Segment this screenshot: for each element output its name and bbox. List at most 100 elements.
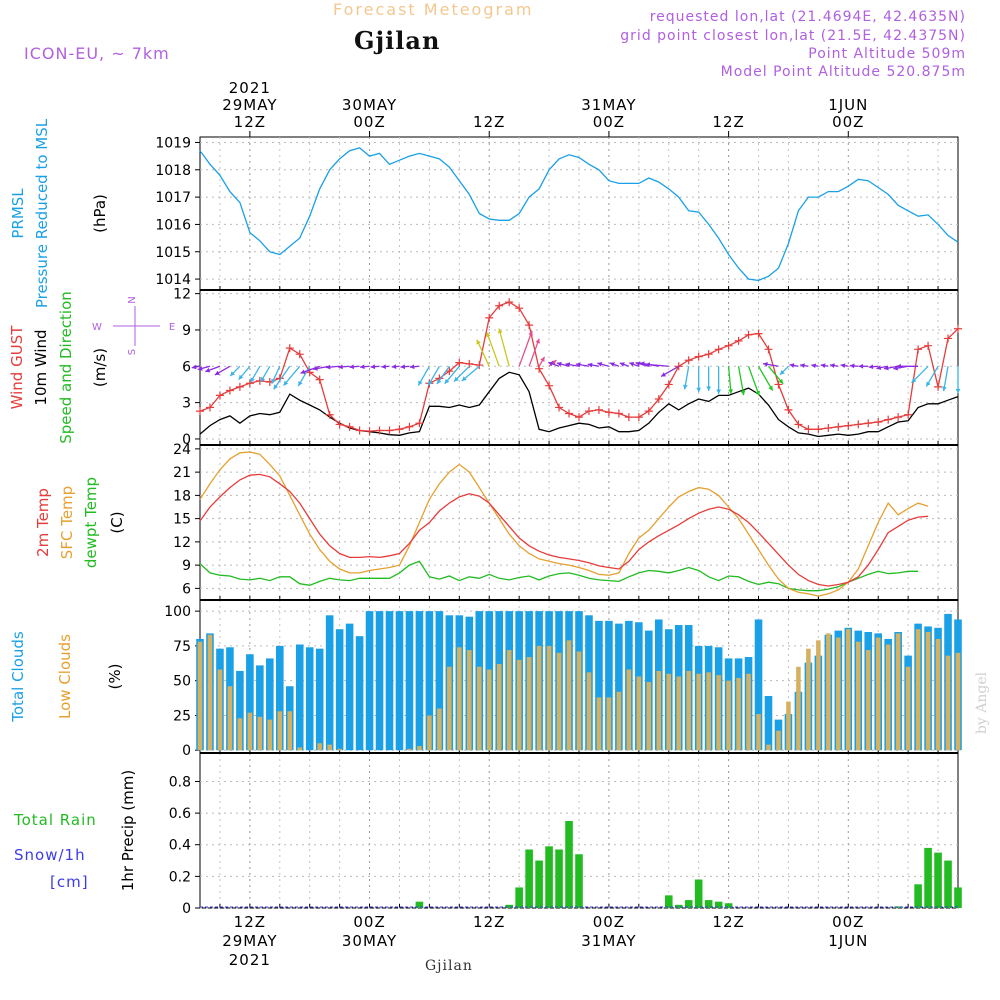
wind-arrowhead xyxy=(551,360,557,365)
gust-marker xyxy=(575,413,583,422)
wind-arrowhead xyxy=(763,361,768,367)
top-hour-label: 00Z xyxy=(593,113,625,131)
wind-arrowhead xyxy=(740,390,746,396)
gust-marker xyxy=(355,426,364,435)
wind-arrowhead xyxy=(214,370,220,375)
total-cloud-bar xyxy=(335,629,344,751)
gust-marker xyxy=(565,409,574,418)
gust-marker xyxy=(774,380,783,389)
low-cloud-bar xyxy=(836,637,841,751)
panel-label-pressure: Pressure Reduced to MSL xyxy=(33,118,51,308)
y-tick-label-pressure: 1014 xyxy=(155,272,191,288)
compass-east-label: E xyxy=(169,322,175,333)
gust-marker xyxy=(934,382,943,391)
wind-arrowhead xyxy=(597,362,603,367)
gust-marker xyxy=(545,381,554,390)
y-tick-label-temp: 12 xyxy=(173,535,191,551)
panel-label-clouds: (%) xyxy=(106,664,124,690)
total-cloud-bar xyxy=(385,611,394,751)
rain-bar xyxy=(545,846,553,908)
low-cloud-bar xyxy=(257,716,263,751)
panel-label-wind: Wind GUST xyxy=(8,325,26,410)
top-date-label: 31MAY xyxy=(581,96,636,114)
wind-arrowhead xyxy=(461,376,467,381)
wind-arrowhead xyxy=(811,363,817,369)
rain-bar xyxy=(674,904,683,908)
gust-marker xyxy=(704,350,713,359)
gust-marker xyxy=(864,419,873,428)
panel-label-wind: Speed and Direction xyxy=(57,291,75,444)
wind-arrowhead xyxy=(400,364,406,370)
wind-arrow xyxy=(486,332,500,367)
gust-marker xyxy=(614,409,623,418)
low-cloud-bar xyxy=(935,638,941,751)
gust-marker xyxy=(604,408,613,417)
panel-label-pressure: PRMSL xyxy=(9,188,27,239)
gust-marker xyxy=(824,424,833,433)
rain-bar xyxy=(535,860,543,908)
low-cloud-bar xyxy=(556,652,562,751)
compass-north-label: N xyxy=(127,296,138,303)
gust-marker xyxy=(475,361,484,370)
gust-marker xyxy=(714,345,723,354)
y-tick-label-pressure: 1016 xyxy=(155,217,191,233)
wind-arrowhead xyxy=(497,328,503,334)
gust-marker xyxy=(884,415,893,424)
low-cloud-bar xyxy=(796,666,801,751)
wind-arrowhead xyxy=(548,361,554,367)
low-cloud-bar xyxy=(646,682,652,751)
wind-arrowhead xyxy=(639,361,645,367)
total-cloud-bar xyxy=(415,611,424,751)
wind-arrowhead xyxy=(370,364,376,370)
low-cloud-bar xyxy=(407,748,412,751)
bottom-hour-label: 00Z xyxy=(593,913,625,931)
wind-arrow xyxy=(737,366,745,396)
gust-marker xyxy=(385,426,394,435)
low-cloud-bar xyxy=(706,672,711,751)
gust-marker xyxy=(724,341,733,350)
low-cloud-bar xyxy=(676,676,682,751)
total-cloud-bar xyxy=(754,619,763,751)
gust-marker xyxy=(764,345,773,354)
total-cloud-bar xyxy=(266,658,274,751)
wind-arrowhead xyxy=(486,332,491,338)
rain-bar xyxy=(565,821,573,908)
wind-arrowhead xyxy=(849,363,855,369)
low-cloud-bar xyxy=(885,644,891,751)
low-cloud-bar xyxy=(786,701,791,751)
total-cloud-bar xyxy=(275,645,284,751)
low-cloud-bar xyxy=(696,673,701,751)
y-tick-label-temp: 24 xyxy=(173,442,191,458)
gust-marker xyxy=(944,334,953,343)
compass-west-label: W xyxy=(92,322,102,333)
low-cloud-bar xyxy=(606,697,612,751)
wind-arrowhead xyxy=(779,369,785,375)
gust-marker xyxy=(365,427,374,436)
wind-arrowhead xyxy=(205,367,211,373)
low-cloud-bar xyxy=(566,640,572,751)
sfc-temp-line xyxy=(199,451,929,597)
low-cloud-bar xyxy=(536,645,542,751)
low-cloud-bar xyxy=(217,669,223,751)
bottom-date-label: 29MAY xyxy=(222,932,277,950)
gust-marker xyxy=(205,403,214,412)
low-cloud-bar xyxy=(526,657,532,751)
panel-label-temp: (C) xyxy=(108,511,126,533)
gust-marker xyxy=(455,358,464,367)
model-altitude: Model Point Altitude 520.875m xyxy=(720,64,966,80)
gust-marker xyxy=(405,422,414,431)
bottom-date-label: 30MAY xyxy=(342,932,397,950)
low-cloud-bar xyxy=(826,633,831,751)
wind-arrowhead xyxy=(778,378,784,384)
low-cloud-bar xyxy=(506,650,512,751)
wind-arrow xyxy=(498,328,510,367)
temp2m-line xyxy=(199,473,929,587)
low-cloud-bar xyxy=(945,655,951,751)
rain-bar xyxy=(515,887,523,908)
wind-arrowhead xyxy=(556,361,562,367)
bottom-date-label: 1JUN xyxy=(828,932,868,950)
rain-bar xyxy=(525,849,533,908)
y-tick-label-temp: 15 xyxy=(173,512,191,528)
wind-arrowhead xyxy=(454,376,459,382)
panel-label-pressure: (hPa) xyxy=(91,194,109,233)
